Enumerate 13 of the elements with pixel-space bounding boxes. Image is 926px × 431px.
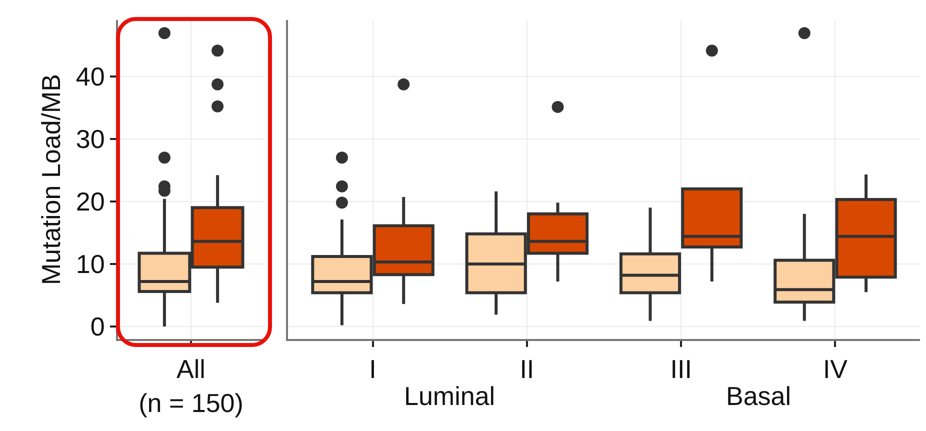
- x-tick-label: II: [520, 354, 534, 384]
- y-tick-label: 20: [76, 186, 105, 216]
- y-tick-label: 0: [90, 312, 105, 342]
- text: Luminal: [404, 381, 496, 411]
- y-tick-label: 40: [76, 61, 105, 92]
- x-tick-label: All (n = 150): [138, 354, 244, 418]
- y-axis-title: Mutation Load/MB: [36, 74, 66, 286]
- x-tick-label: III: [670, 354, 692, 384]
- y-tick-label: 30: [76, 124, 105, 154]
- x-tick-label: I: [369, 354, 376, 384]
- y-tick-label: 10: [76, 249, 105, 280]
- x-tick-label: IV: [822, 354, 848, 384]
- text: Basal: [726, 381, 792, 411]
